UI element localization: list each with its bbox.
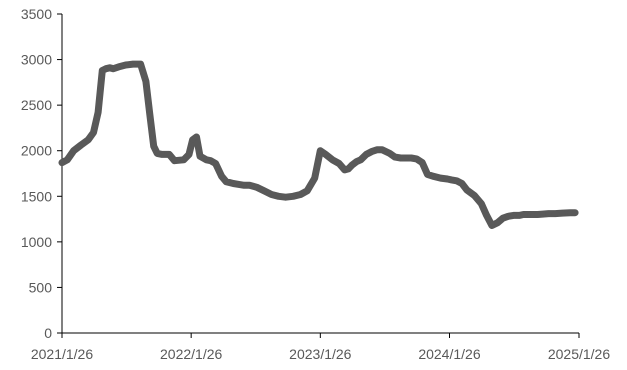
data-point: [275, 193, 282, 200]
data-point: [567, 209, 574, 216]
data-point: [329, 156, 336, 163]
y-tick-labels: 0 500 1000 1500 2000 2500 3000 3500: [21, 6, 62, 341]
data-point: [146, 111, 153, 118]
data-point: [171, 157, 178, 164]
data-point: [392, 154, 398, 161]
data-point: [142, 78, 149, 85]
y-tick-label: 3000: [21, 52, 52, 68]
data-point: [559, 210, 566, 217]
data-point: [510, 212, 517, 219]
data-point: [154, 150, 161, 157]
data-point: [336, 160, 343, 167]
data-point: [122, 62, 129, 68]
y-tick-label: 2000: [21, 143, 52, 159]
data-point: [64, 156, 71, 163]
y-tick-label: 1500: [21, 188, 52, 204]
data-point: [241, 182, 248, 189]
data-point: [261, 187, 268, 194]
data-point: [458, 180, 465, 187]
data-point: [357, 156, 364, 163]
data-point: [311, 175, 318, 182]
data-point: [322, 151, 329, 158]
data-point: [166, 151, 173, 158]
data-point: [413, 155, 420, 162]
data-point: [386, 150, 393, 157]
data-point: [110, 65, 117, 72]
y-tick-label: 500: [29, 279, 53, 295]
data-point: [212, 160, 219, 167]
data-point: [408, 155, 415, 161]
data-point: [282, 194, 289, 201]
data-point: [197, 153, 203, 160]
data-point: [235, 181, 242, 188]
data-point: [424, 171, 431, 178]
data-point: [494, 219, 501, 226]
y-tick-label: 0: [44, 325, 52, 341]
data-point: [397, 155, 404, 161]
data-point: [471, 192, 478, 199]
x-tick-labels: 2021/1/26 2022/1/26 2023/1/26 2024/1/26 2025…: [31, 333, 610, 362]
data-point: [70, 147, 77, 154]
data-point: [95, 109, 102, 116]
data-point: [437, 175, 444, 182]
data-point: [150, 143, 157, 150]
x-tick-label: 2024/1/26: [418, 346, 480, 362]
data-point: [130, 61, 137, 68]
data-point: [483, 212, 490, 219]
data-point: [297, 191, 304, 198]
data-point: [488, 222, 495, 229]
y-tick-label: 3500: [21, 6, 52, 22]
data-point: [379, 146, 386, 153]
x-tick-label: 2022/1/26: [160, 346, 222, 362]
data-point: [246, 182, 253, 189]
x-tick-label: 2025/1/26: [548, 346, 610, 362]
data-point: [253, 184, 260, 191]
data-point: [478, 200, 485, 207]
data-point: [317, 147, 324, 154]
data-point: [453, 177, 460, 184]
data-point: [137, 61, 144, 68]
series-line: [58, 60, 579, 229]
series-group: [58, 60, 579, 229]
data-point: [193, 134, 200, 140]
data-point: [499, 215, 506, 222]
x-tick-label: 2023/1/26: [289, 346, 351, 362]
data-point: [572, 209, 579, 216]
data-point: [403, 155, 409, 161]
data-point: [552, 210, 559, 217]
data-point: [368, 148, 375, 155]
data-point: [230, 180, 237, 187]
data-point: [59, 159, 65, 166]
data-point: [539, 211, 546, 218]
x-tick-label: 2021/1/26: [31, 346, 93, 362]
data-point: [115, 63, 122, 70]
data-point: [290, 193, 297, 200]
data-point: [207, 157, 214, 164]
data-point: [348, 162, 355, 169]
data-point: [419, 159, 426, 166]
data-point: [448, 176, 455, 183]
data-point: [85, 136, 92, 143]
y-tick-label: 1000: [21, 234, 52, 250]
data-point: [534, 211, 541, 218]
y-tick-label: 2500: [21, 97, 52, 113]
data-point: [463, 186, 470, 193]
data-point: [545, 210, 552, 217]
data-point: [373, 146, 380, 153]
data-point: [186, 151, 192, 158]
data-point: [363, 151, 370, 158]
data-point: [429, 173, 436, 180]
data-point: [77, 142, 84, 149]
data-point: [223, 178, 230, 185]
data-point: [218, 173, 225, 180]
data-point: [304, 187, 311, 194]
data-point: [159, 151, 166, 158]
data-point: [90, 129, 97, 136]
data-point: [505, 213, 512, 220]
data-point: [268, 191, 275, 198]
data-point: [180, 156, 187, 163]
